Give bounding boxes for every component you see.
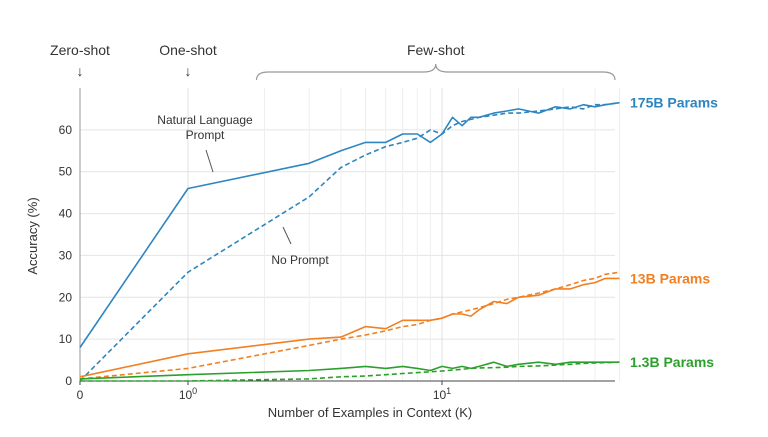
phase-arrow-icon: ↓	[77, 63, 84, 79]
annotation-layer: Natural Language Prompt No Prompt	[157, 113, 329, 267]
phase-label: Few-shot	[407, 42, 465, 58]
y-tick-label: 60	[59, 123, 73, 137]
annotation-pointer	[205, 149, 214, 173]
phase-label: Zero-shot	[50, 42, 110, 58]
x-axis-label: Number of Examples in Context (K)	[268, 405, 472, 420]
phase-layer: Zero-shot ↓ One-shot ↓ Few-shot	[50, 42, 616, 81]
annotation-pointer	[282, 226, 292, 245]
y-tick-label: 10	[59, 332, 73, 346]
series-label-layer: 175B Params 13B Params 1.3B Params	[630, 95, 718, 371]
series-label: 175B Params	[630, 95, 718, 111]
series-line-175b-params-dashed	[79, 101, 620, 382]
y-tick-label: 20	[59, 290, 73, 304]
phase-arrow-icon: ↓	[185, 63, 192, 79]
grid-layer	[80, 88, 621, 382]
series-line-13b-params-dashed	[79, 271, 620, 380]
y-tick-label: 0	[65, 374, 72, 388]
series-label: 13B Params	[630, 270, 710, 286]
few-shot-brace	[255, 63, 616, 81]
y-tick-label: 30	[59, 248, 73, 262]
series-layer	[79, 101, 620, 382]
y-tick-label: 50	[59, 165, 73, 179]
series-line-175b-params-solid	[79, 101, 620, 348]
x-tick-label: 100	[179, 386, 197, 402]
series-line-1.3b-params-solid	[79, 361, 620, 380]
x-tick-label: 101	[433, 386, 451, 402]
series-line-1.3b-params-dashed	[80, 361, 620, 382]
series-line-13b-params-solid	[79, 277, 620, 378]
axis-layer: 0 10 20 30 40 50 60 0 100 101	[59, 88, 615, 402]
y-tick-label: 40	[59, 207, 73, 221]
y-axis-label: Accuracy (%)	[25, 197, 40, 274]
phase-label: One-shot	[159, 42, 217, 58]
x-tick-label: 0	[77, 388, 84, 402]
series-label: 1.3B Params	[630, 354, 714, 370]
annotation-natural-language-prompt: Natural Language Prompt	[157, 113, 253, 142]
annotation-no-prompt: No Prompt	[271, 253, 329, 267]
